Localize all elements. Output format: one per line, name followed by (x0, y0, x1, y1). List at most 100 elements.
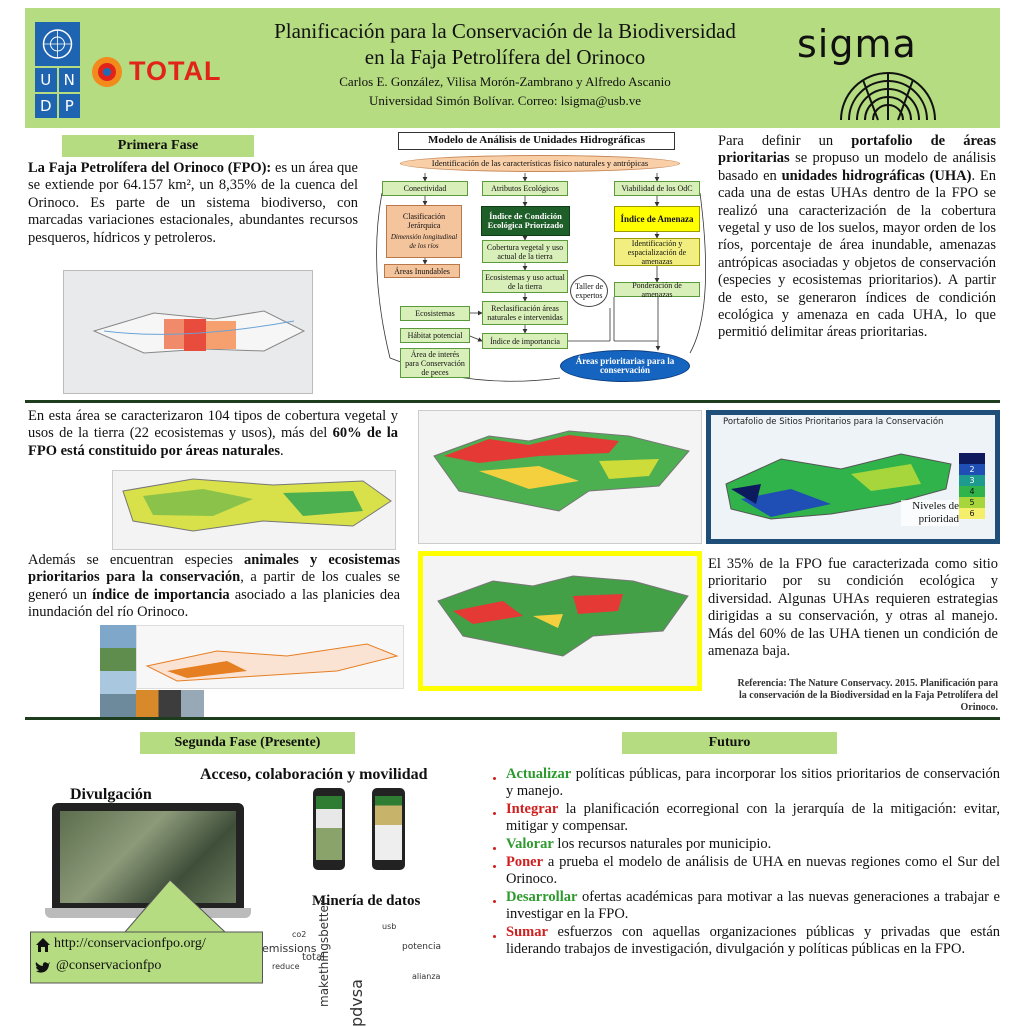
node-label: Área de interés para Conservación de pec… (405, 349, 465, 377)
diagram-node: Taller de expertos (570, 275, 608, 307)
species-photos (100, 625, 136, 717)
phone (313, 788, 345, 870)
node-label: Áreas prioritarias para la conservación (575, 356, 675, 375)
diagram-node: Áreas Inundables (384, 264, 460, 278)
undp-emblem (35, 22, 80, 66)
bold-text: 60% de la FPO está constituido por áreas… (28, 425, 398, 459)
legend-swatch: 3 (959, 475, 985, 486)
node-label: Ecosistemas (415, 309, 455, 318)
authors: Carlos E. González, Vilisa Morón-Zambran… (339, 74, 671, 89)
node-label: Índice de Amenaza (620, 213, 694, 224)
node-label: Ponderación de amenazas (632, 280, 682, 299)
legend-label: 2 (969, 465, 975, 474)
future-text: ofertas académicas para motivar a las nu… (506, 889, 1000, 922)
node-label: Hábitat potencial (407, 331, 463, 340)
diagram-node: Área de interés para Conservación de pec… (400, 348, 470, 378)
text: Además se encuentran especies (28, 552, 245, 568)
ecological-condition-drawing (433, 430, 690, 512)
diagram-node: Índice de importancia (482, 333, 568, 349)
diagram-node: Identificación y espacialización de amen… (614, 238, 700, 266)
future-item: Desarrollar ofertas académicas para moti… (490, 889, 1000, 923)
node-label: Áreas Inundables (394, 266, 450, 276)
diagram-node: Cobertura vegetal y uso actual de la tie… (482, 240, 568, 263)
text: , a partir de los cuales se generó un (28, 569, 400, 603)
legend-label: 4 (969, 487, 975, 496)
future-verb: Actualizar (506, 766, 572, 782)
node-label: Reclasificación áreas naturales e interv… (487, 304, 563, 322)
node-label: Clasificación Jerárquica (402, 212, 446, 230)
future-verb: Desarrollar (506, 889, 578, 905)
home-icon (36, 938, 50, 952)
affiliation: Universidad Simón Bolívar. Correo: lsigm… (369, 93, 641, 108)
section-heading: Segunda Fase (Presente) (140, 732, 355, 754)
future-item: Actualizar políticas públicas, para inco… (490, 766, 1000, 800)
subheading: Acceso, colaboración y movilidad (200, 766, 428, 783)
legend-swatch: 4 (959, 486, 985, 497)
laptop-screen (60, 811, 236, 903)
text: . En cada una de estas UHAs dentro de la… (718, 167, 997, 341)
cloud-word: potencia (402, 942, 441, 952)
bold-text: animales y ecosistemas prioritarios para… (28, 552, 400, 586)
bold-text: La Faja Petrolífera del Orinoco (FPO): (28, 160, 272, 176)
future-text: a prueba el modelo de análisis de UHA en… (506, 854, 1000, 887)
priority-legend: 2 3 4 5 6 (959, 453, 985, 519)
intro-paragraph: La Faja Petrolífera del Orinoco (FPO): e… (28, 160, 358, 247)
node-label: Viabilidad de los OdC (621, 184, 693, 193)
diagram-node: Reclasificación áreas naturales e interv… (482, 301, 568, 325)
diagram-node: Áreas prioritarias para la conservación (560, 350, 690, 382)
node-label: Conectividad (403, 184, 447, 193)
future-text: la planificación ecorregional con la jer… (506, 801, 1000, 834)
title-block: Planificación para la Conservación de la… (205, 18, 805, 110)
cloud-word: total (302, 952, 325, 963)
node-label: Identificación de las características fí… (431, 158, 649, 168)
future-item: Integrar la planificación ecorregional c… (490, 801, 1000, 835)
legend-swatch: 6 (959, 508, 985, 519)
title: en la Faja Petrolífera del Orinoco (364, 45, 646, 69)
callout (30, 879, 263, 984)
legend-label: 6 (969, 509, 975, 518)
bold-text: portafolio de áreas prioritarias (718, 133, 996, 167)
twitter-handle[interactable]: @conservacionfpo (56, 958, 162, 973)
undp-letter: N (58, 68, 80, 92)
total-text: TOTAL (129, 56, 222, 86)
future-list: Actualizar políticas públicas, para inco… (490, 766, 1000, 958)
diagram-node: Atributos Ecológicos (482, 181, 568, 196)
cloud-word: alianza (412, 972, 441, 981)
cloud-word: co2 (292, 930, 307, 939)
diagram-node: Índice de Condición Ecológica Priorizado (481, 206, 570, 236)
diagram-node: Clasificación Jerárquica Dimensión longit… (386, 205, 462, 258)
future-text: políticas públicas, para incorporar los … (506, 766, 1000, 799)
undp-letter: U (35, 68, 57, 92)
diagram-node: Ecosistemas (400, 306, 470, 321)
cloud-word: usb (382, 922, 397, 931)
diagram-title: Modelo de Análisis de Unidades Hidrográf… (398, 132, 675, 150)
node-sublabel: Dimensión longitudinal de los ríos (390, 233, 458, 250)
legend-swatch: 2 (959, 464, 985, 475)
diagram-node: Índice de Amenaza (614, 206, 700, 232)
bold-text: unidades hidrográficas (UHA) (781, 167, 972, 184)
location-map (63, 270, 313, 394)
priority-map-drawing (725, 453, 952, 520)
bold-text: índice de importancia (92, 586, 230, 603)
node-label: Atributos Ecológicos (491, 184, 559, 193)
legend-title: Niveles de prioridad (901, 500, 959, 526)
diagram-node: Ecosistemas y uso actual de la tierra (482, 270, 568, 293)
ecological-condition-map (418, 410, 702, 544)
diagram-node: Identificación de las características fí… (400, 155, 680, 172)
node-label: Cobertura vegetal y uso actual de la tie… (486, 242, 564, 261)
cloud-word: pdvsa (347, 979, 366, 1027)
cloud-word: reduce (272, 962, 300, 971)
sigma-fan (840, 72, 936, 121)
diagram-connectors (376, 173, 707, 382)
text: Para definir un (718, 133, 852, 149)
future-verb: Valorar (506, 836, 554, 852)
undp-letter: D (35, 94, 57, 118)
coverage-paragraph: En esta área se caracterizaron 104 tipos… (28, 408, 398, 460)
node-label: Taller de expertos (574, 282, 604, 300)
title: Planificación para la Conservación de la… (274, 19, 736, 43)
website-link[interactable]: http://conservacionfpo.org/ (54, 936, 206, 951)
un-emblem (42, 29, 73, 59)
importance-map-drawing (145, 643, 399, 682)
threat-map-drawing (437, 575, 689, 657)
importance-map (136, 625, 404, 689)
